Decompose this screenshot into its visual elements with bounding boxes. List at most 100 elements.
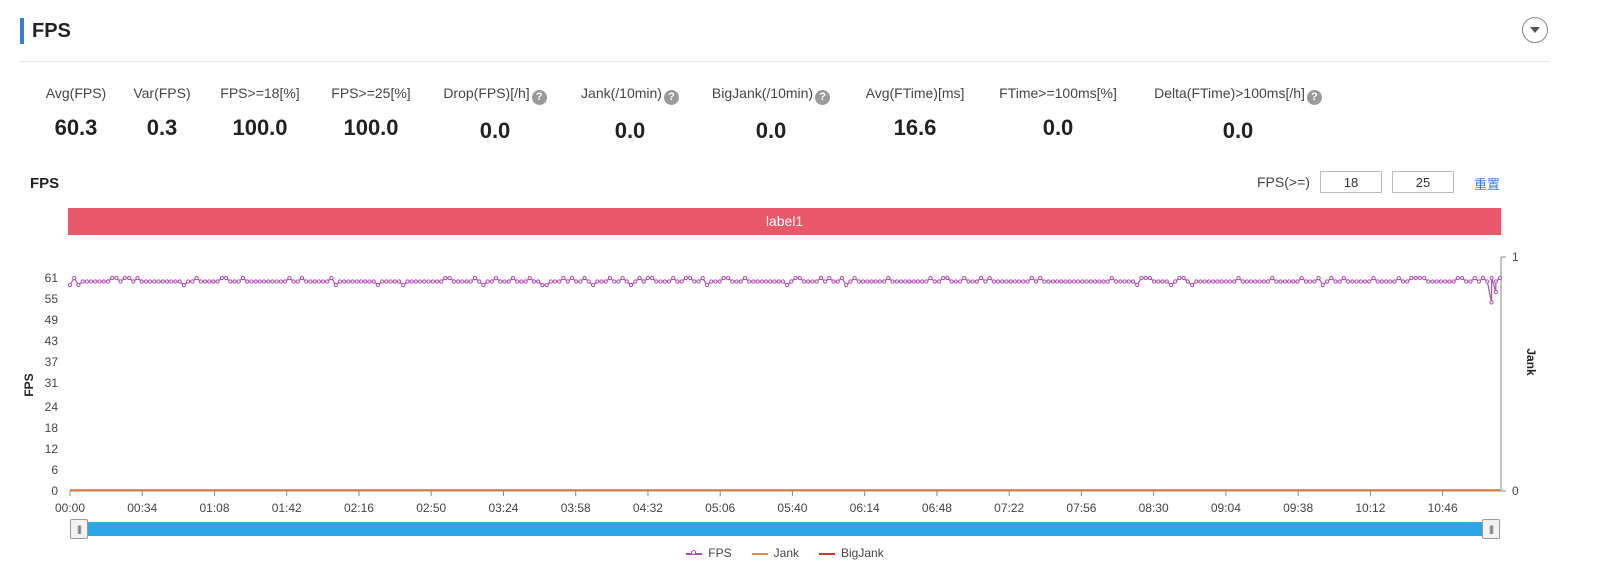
fps-point: [1000, 279, 1005, 284]
fps-point: [101, 279, 106, 284]
fps-point: [1156, 279, 1161, 284]
stat-label: FTime>=100ms[%]: [948, 84, 1168, 102]
fps-point: [1114, 279, 1119, 284]
fps-point: [207, 279, 212, 284]
fps-point: [451, 279, 456, 284]
fps-point: [1152, 279, 1157, 284]
fps-point: [1025, 279, 1030, 284]
fps-point: [127, 275, 132, 281]
fps-point: [1265, 279, 1271, 284]
zoom-slider-start-handle[interactable]: |||: [70, 519, 88, 539]
fps-point: [776, 279, 781, 284]
fps-point: [1438, 279, 1444, 284]
zoom-slider-end-handle[interactable]: |||: [1482, 519, 1500, 539]
fps-point: [321, 279, 326, 284]
fps-point: [156, 279, 161, 284]
stat-label-text: Avg(FPS): [45, 85, 107, 101]
fps-point: [544, 282, 549, 288]
y-tick-label: 12: [45, 442, 59, 456]
x-tick-label: 00:00: [55, 501, 85, 515]
fps-point: [1320, 282, 1325, 288]
fps-point: [367, 279, 372, 284]
fps-point: [856, 279, 861, 284]
fps-point: [1215, 279, 1220, 284]
stat-1: Var(FPS) 0.3: [52, 84, 272, 142]
y2-axis-title: Jank: [1524, 348, 1538, 376]
fps-point: [679, 279, 684, 284]
fps-point: [1063, 279, 1068, 284]
header-divider: [20, 61, 1550, 62]
question-circle-icon[interactable]: ?: [531, 90, 547, 105]
fps-point: [747, 279, 752, 284]
fps-point: [114, 275, 119, 281]
fps-point: [388, 279, 393, 284]
fps-point: [561, 275, 566, 281]
fps-point: [392, 279, 397, 284]
question-circle-icon[interactable]: ?: [663, 90, 679, 105]
stat-value: 0.0: [1222, 118, 1254, 143]
chart-legend: FPS Jank BigJank: [0, 546, 1570, 560]
fps-point: [118, 279, 123, 284]
fps-point: [1236, 275, 1241, 281]
question-circle-icon[interactable]: ?: [1306, 90, 1322, 105]
reset-link[interactable]: 重置: [1474, 177, 1501, 192]
fps-point: [1122, 279, 1127, 284]
fps-threshold-high-input[interactable]: [1392, 171, 1454, 193]
fps-point: [89, 279, 94, 284]
stat-label: Delta(FTime)>100ms[/h]?: [1128, 84, 1348, 105]
fps-point: [224, 275, 229, 281]
fps-point: [354, 279, 359, 284]
legend-item-jank[interactable]: Jank: [751, 546, 799, 560]
fps-point: [93, 279, 98, 284]
stat-value: 0.0: [1042, 115, 1074, 140]
fps-point: [363, 279, 368, 284]
fps-point: [941, 275, 946, 281]
x-tick-label: 06:14: [850, 501, 880, 515]
fps-point: [148, 279, 153, 284]
fps-point: [620, 275, 625, 281]
fps-point: [396, 279, 402, 284]
fps-point: [806, 279, 811, 284]
fps-point: [591, 282, 596, 288]
y-tick-label: 61: [45, 271, 59, 285]
fps-point: [261, 279, 267, 284]
fps-point: [1409, 275, 1414, 281]
fps-point: [569, 275, 575, 281]
fps-point: [1139, 275, 1144, 281]
y-tick-label: 6: [51, 463, 58, 477]
fps-point: [430, 279, 435, 284]
fps-point: [498, 279, 503, 284]
fps-point: [232, 279, 237, 284]
fps-threshold-low-input[interactable]: [1320, 171, 1382, 193]
fps-point: [266, 279, 271, 284]
fps-point: [291, 279, 296, 284]
legend-item-bigjank[interactable]: BigJank: [819, 546, 884, 560]
fps-point: [654, 279, 659, 284]
fps-point: [742, 275, 748, 281]
fps-point: [515, 279, 520, 284]
fps-point: [1362, 279, 1368, 284]
legend-item-fps[interactable]: FPS: [686, 546, 732, 560]
fps-point: [1400, 279, 1406, 284]
fps-point: [346, 279, 351, 284]
fps-point: [135, 275, 140, 281]
fps-point: [228, 279, 233, 284]
fps-point: [1417, 275, 1423, 281]
fps-point: [76, 282, 81, 288]
fps-point: [80, 279, 85, 284]
fps-point: [1443, 279, 1448, 284]
fps-point: [464, 279, 469, 284]
fps-point: [738, 279, 743, 284]
y2-tick-label: 0: [1512, 484, 1519, 498]
zoom-slider-track[interactable]: [70, 522, 1500, 536]
fps-point: [506, 279, 511, 284]
fps-point: [236, 279, 241, 284]
question-circle-icon[interactable]: ?: [815, 90, 831, 105]
fps-point: [958, 279, 963, 284]
fps-point: [1206, 279, 1212, 284]
fps-point: [586, 279, 591, 284]
collapse-button[interactable]: [1522, 17, 1548, 43]
stat-label: Drop(FPS)[/h]?: [385, 84, 605, 105]
fps-point: [717, 279, 722, 284]
stat-3: FPS>=25[%] 100.0: [261, 84, 481, 142]
